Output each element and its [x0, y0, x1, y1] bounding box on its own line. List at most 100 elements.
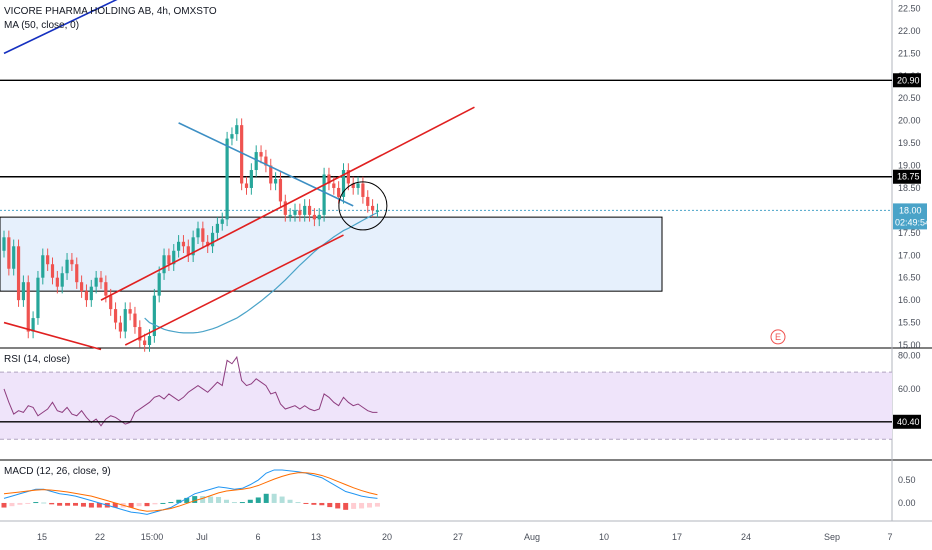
candle-body	[356, 183, 360, 188]
rsi-band	[0, 372, 892, 440]
candle-body	[128, 309, 132, 314]
macd-histogram-bar	[128, 502, 134, 508]
time-tick-label: 10	[599, 532, 609, 542]
candle-body	[327, 174, 331, 184]
macd-histogram-bar	[263, 493, 269, 503]
candle-body	[317, 214, 321, 220]
candle-body	[65, 259, 69, 274]
level-price-tag	[893, 73, 921, 88]
price-tick-label: 17.00	[898, 250, 921, 260]
macd-histogram-bar	[49, 502, 55, 505]
price-tick-label: 17.50	[898, 228, 921, 238]
candle-body	[235, 125, 239, 135]
candle-body	[167, 255, 171, 265]
candle-body	[89, 286, 93, 301]
rsi-line	[3, 355, 378, 427]
candle-body	[162, 255, 166, 274]
macd-signal-line	[3, 472, 378, 512]
price-tick-label: 15.50	[898, 318, 921, 328]
last-price-tag	[893, 203, 927, 230]
candle-body	[172, 250, 176, 265]
macd-histogram-bar	[327, 502, 333, 508]
candle-body	[254, 152, 258, 171]
price-tick-label: 18.50	[898, 183, 921, 193]
macd-histogram-bar	[160, 502, 166, 504]
macd-histogram-bar	[271, 493, 277, 503]
level-price-label: 18.75	[897, 172, 920, 182]
candle-body	[152, 295, 156, 337]
highlight-circle	[338, 181, 388, 231]
price-tick-label: 15.00	[898, 340, 921, 350]
candle-body	[7, 237, 11, 269]
macd-histogram-bar	[144, 502, 150, 507]
candle-body	[288, 214, 292, 217]
ma-indicator-label[interactable]: MA (50, close, 0)	[4, 20, 80, 31]
candle-body	[225, 138, 229, 220]
countdown-label: 02:49:54	[895, 217, 930, 227]
candle-body	[186, 246, 190, 256]
candle-body	[118, 322, 122, 332]
candle-body	[361, 183, 365, 197]
time-tick-label: 15:00	[141, 532, 164, 542]
candle-body	[123, 309, 127, 332]
candle-body	[244, 183, 249, 188]
macd-histogram-bar	[367, 502, 373, 508]
candle-body	[55, 277, 59, 287]
candle-body	[191, 237, 195, 256]
time-tick-label: 13	[311, 532, 321, 542]
symbol-title: VICORE PHARMA HOLDING AB, 4h, OMXSTO	[4, 6, 217, 17]
axes: 22.5022.0021.5021.0020.5020.0019.5019.00…	[37, 3, 930, 542]
macd-histogram-bar	[17, 502, 23, 505]
price-tick-label: 19.50	[898, 138, 921, 148]
candle-body	[298, 210, 302, 215]
macd-histogram-bar	[319, 502, 325, 506]
rsi-tick-label: 80.00	[898, 350, 921, 360]
macd-indicator-label[interactable]: MACD (12, 26, close, 9)	[4, 466, 111, 477]
candle-body	[75, 264, 79, 283]
earnings-marker-icon	[770, 329, 786, 345]
trendline	[124, 234, 344, 346]
level-price-label: 20.90	[897, 75, 920, 85]
candle-body	[332, 183, 336, 188]
macd-histogram-bar	[255, 497, 261, 503]
time-tick-label: 22	[95, 532, 105, 542]
macd-tick-label: 0.00	[898, 498, 916, 508]
time-tick-label: 20	[382, 532, 392, 542]
candle-body	[240, 125, 244, 184]
candle-body	[196, 228, 200, 238]
trendline	[3, 321, 102, 351]
candle-body	[181, 241, 186, 247]
macd-histogram-bar	[359, 502, 365, 509]
macd-histogram-bar	[9, 502, 15, 507]
candle-body	[104, 282, 108, 296]
candle-body	[80, 282, 84, 292]
candle-body	[109, 295, 113, 310]
candle-body	[177, 241, 181, 251]
candle-body	[16, 246, 21, 301]
candle-body	[230, 134, 234, 139]
macd-histogram-bar	[184, 497, 190, 503]
time-tick-label: Jul	[196, 532, 208, 542]
candle-body	[303, 205, 307, 215]
price-tick-label: 22.50	[898, 3, 921, 13]
macd-histogram-bar	[374, 502, 380, 507]
trendline	[178, 122, 354, 207]
macd-histogram-bar	[25, 502, 31, 504]
time-tick-label: Aug	[524, 532, 540, 542]
earnings-marker-label: E	[775, 332, 781, 342]
candle-body	[12, 246, 16, 269]
macd-pane	[1, 469, 380, 515]
macd-histogram-bar	[96, 502, 102, 508]
candle-body	[278, 178, 283, 202]
rsi-indicator-label[interactable]: RSI (14, close)	[4, 354, 71, 365]
macd-histogram-bar	[223, 499, 229, 503]
macd-line	[3, 469, 378, 515]
candle-body	[36, 277, 40, 319]
macd-histogram-bar	[287, 499, 293, 503]
rsi-level-tag	[893, 414, 921, 429]
ma-50-line	[144, 212, 378, 334]
macd-histogram-bar	[41, 502, 47, 504]
time-tick-label: 7	[887, 532, 892, 542]
macd-histogram-bar	[168, 502, 174, 504]
time-tick-label: Sep	[824, 532, 840, 542]
